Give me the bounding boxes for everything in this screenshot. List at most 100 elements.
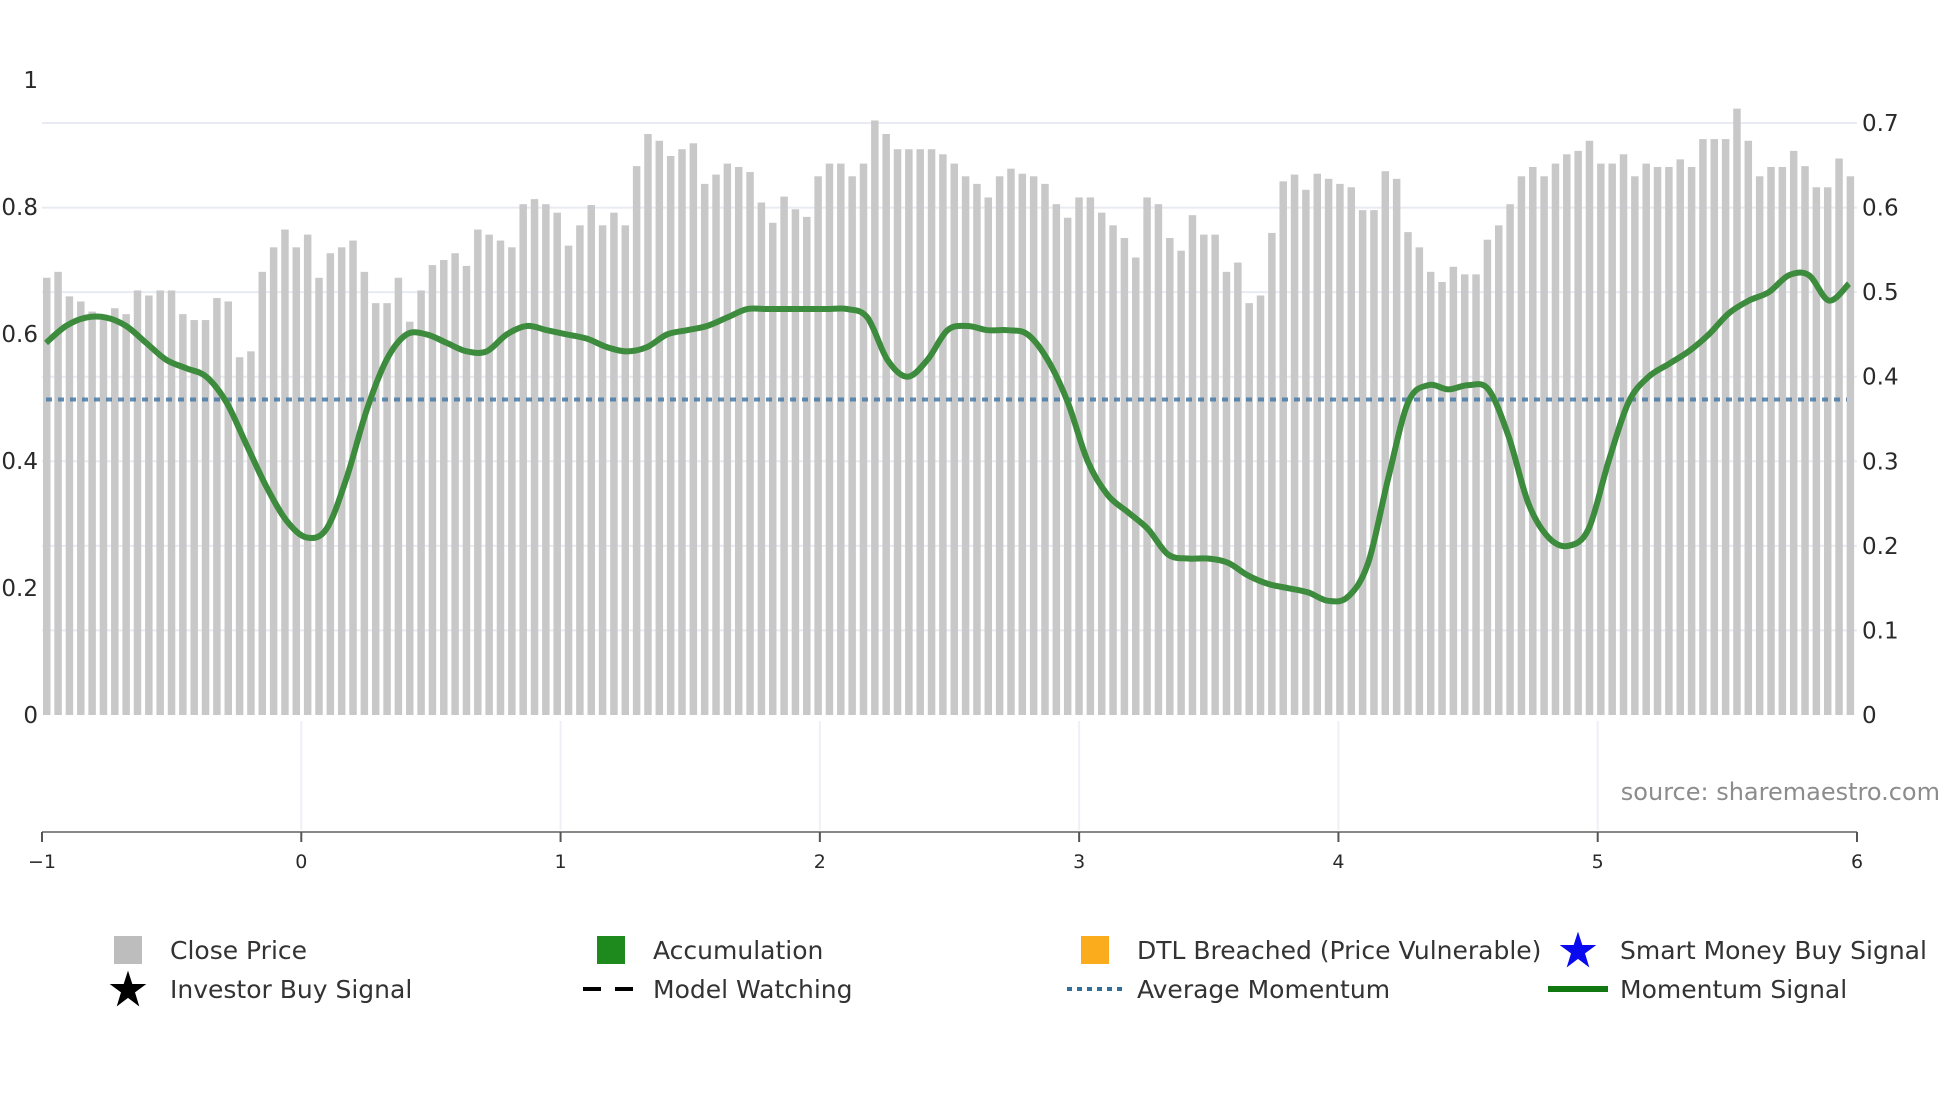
close-price-bar [644,133,652,716]
close-price-bar [564,245,573,715]
close-price-bar [133,290,142,715]
svg-text:0.6: 0.6 [1,322,38,348]
svg-text:0.8: 0.8 [1,195,38,221]
legend-label: Close Price [170,935,308,965]
legend-item-model-watching[interactable]: Model Watching [581,971,853,1007]
close-price-bar [1778,166,1787,715]
legend-label: DTL Breached (Price Vulnerable) [1137,935,1542,965]
close-price-bar [1687,166,1696,715]
close-price-bar [349,240,357,715]
svg-text:3: 3 [1073,851,1085,873]
legend-item-smart-money-buy-signal[interactable]: Smart Money Buy Signal [1548,931,1927,968]
close-price-bar [1177,250,1185,715]
svg-text:0.7: 0.7 [1862,111,1899,137]
svg-text:−1: −1 [28,851,56,873]
close-price-bar [1744,140,1753,715]
star-icon [1548,931,1608,968]
close-price-bar [360,271,369,715]
close-price-bar [1710,139,1719,715]
right-y-axis: 0 0.1 0.2 0.3 0.4 0.5 0.6 0.7 [1862,111,1899,729]
legend-item-average-momentum[interactable]: Average Momentum [1065,971,1390,1007]
close-price-bar [837,163,845,715]
close-price-bar [1823,187,1832,715]
close-price-bar [1381,171,1390,716]
close-price-bar [77,301,85,715]
close-price-bar [1483,239,1492,716]
close-price-bar [587,205,595,715]
close-price-bar [757,202,766,716]
close-price-bar [1415,247,1424,715]
legend-item-momentum-signal[interactable]: Momentum Signal [1548,971,1847,1007]
close-price-bar [1551,163,1560,715]
close-price-bar [1665,166,1673,715]
close-price-bar [632,166,641,716]
close-price-bar [1132,257,1140,715]
close-price-bar [1256,295,1265,715]
svg-text:0.4: 0.4 [1,449,38,475]
close-price-bar [666,155,675,716]
close-price-bar [598,225,607,715]
close-price-bars [43,108,1855,716]
close-price-bar [1109,225,1117,715]
close-price-bar [1563,154,1571,715]
legend-item-dtl-breached[interactable]: DTL Breached (Price Vulnerable) [1065,932,1541,968]
close-price-bar [655,140,664,715]
close-price-bar [814,176,822,715]
close-price-bar [995,176,1004,715]
close-price-bar [1721,139,1730,715]
close-price-bar [1574,150,1582,715]
close-price-bar [916,149,924,715]
square-icon [98,932,158,968]
close-price-bar [1619,154,1628,715]
close-price-bar [167,290,176,715]
svg-text:4: 4 [1332,851,1344,873]
close-price-bar [1097,212,1106,715]
legend-label: Momentum Signal [1620,974,1848,1004]
legend-label: Investor Buy Signal [170,974,413,1004]
close-price-bar [1631,176,1639,715]
close-price-bar [326,253,335,716]
close-price-bar [1517,176,1526,715]
legend-item-investor-buy-signal[interactable]: Investor Buy Signal [98,970,413,1007]
close-price-bar [519,204,527,715]
close-price-bar [1200,234,1208,716]
close-price-bar [1234,262,1242,715]
close-price-bar [1460,274,1469,715]
legend-item-close-price[interactable]: Close Price [98,932,307,968]
close-price-bar [871,120,879,715]
close-price-bar [689,143,698,716]
svg-text:0: 0 [1862,703,1877,729]
close-price-bar [65,296,74,715]
close-price-bar [734,166,743,715]
close-price-bar [88,311,96,715]
close-price-bar [984,197,993,715]
close-price-bar [417,290,425,715]
close-price-bar [1676,159,1684,715]
close-price-bar [1075,197,1083,715]
close-price-bar [1472,274,1480,715]
svg-text:1: 1 [555,851,567,873]
x-axis: −1 0 1 2 3 4 5 6 [28,831,1863,873]
close-price-bar [825,163,834,715]
close-price-bar [1449,266,1458,715]
svg-text:0.4: 0.4 [1862,365,1899,391]
close-price-bar [1767,166,1775,715]
svg-text:0.2: 0.2 [1,576,38,602]
close-price-bar [1540,176,1548,715]
close-price-bar [292,247,301,715]
close-price-bar [1268,232,1276,715]
close-price-bar [485,234,493,716]
close-price-bar [1404,232,1412,715]
svg-text:6: 6 [1851,851,1863,873]
dotted-line-icon [1065,971,1125,1007]
close-price-bar [905,149,913,715]
close-price-bar [1495,225,1503,715]
close-price-bar [882,133,890,716]
close-price-bar [122,314,130,715]
close-price-bar [1358,210,1367,715]
legend-item-accumulation[interactable]: Accumulation [581,932,823,968]
close-price-bar [791,209,800,715]
close-price-bar [258,271,267,715]
